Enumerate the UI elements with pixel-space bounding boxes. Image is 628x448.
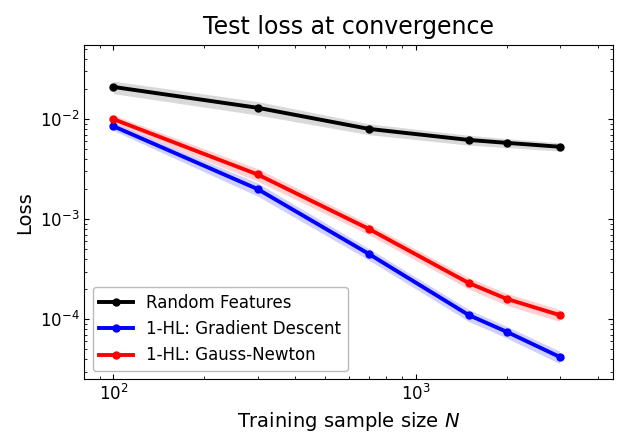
Line: 1-HL: Gauss-Newton: 1-HL: Gauss-Newton	[110, 116, 563, 319]
Random Features	[503, 140, 511, 146]
Random Features	[556, 144, 563, 150]
Title: Test loss at convergence: Test loss at convergence	[203, 15, 494, 39]
1-HL: Gradient Descent: (300, 0.002): Gradient Descent: (300, 0.002)	[254, 186, 261, 192]
Y-axis label: Loss: Loss	[15, 191, 34, 234]
1-HL: Gauss-Newton: (3e+03, 0.00011): Gauss-Newton: (3e+03, 0.00011)	[556, 312, 563, 318]
Line: Random Features: Random Features	[110, 83, 563, 150]
1-HL: Gradient Descent: (700, 0.00045): Gradient Descent: (700, 0.00045)	[365, 251, 372, 257]
Random Features	[465, 137, 473, 142]
X-axis label: Training sample size $N$: Training sample size $N$	[237, 410, 460, 433]
1-HL: Gradient Descent: (3e+03, 4.2e-05): Gradient Descent: (3e+03, 4.2e-05)	[556, 354, 563, 360]
1-HL: Gradient Descent: (2e+03, 7.5e-05): Gradient Descent: (2e+03, 7.5e-05)	[503, 329, 511, 335]
Legend: Random Features, 1-HL: Gradient Descent, 1-HL: Gauss-Newton: Random Features, 1-HL: Gradient Descent,…	[92, 287, 347, 371]
Random Features	[365, 126, 372, 132]
1-HL: Gauss-Newton: (1.5e+03, 0.00023): Gauss-Newton: (1.5e+03, 0.00023)	[465, 280, 473, 286]
1-HL: Gradient Descent: (100, 0.0085): Gradient Descent: (100, 0.0085)	[110, 124, 117, 129]
Line: 1-HL: Gradient Descent: 1-HL: Gradient Descent	[110, 123, 563, 360]
1-HL: Gauss-Newton: (100, 0.01): Gauss-Newton: (100, 0.01)	[110, 116, 117, 122]
Random Features	[254, 105, 261, 111]
1-HL: Gauss-Newton: (300, 0.0028): Gauss-Newton: (300, 0.0028)	[254, 172, 261, 177]
1-HL: Gauss-Newton: (700, 0.0008): Gauss-Newton: (700, 0.0008)	[365, 226, 372, 232]
1-HL: Gauss-Newton: (2e+03, 0.00016): Gauss-Newton: (2e+03, 0.00016)	[503, 296, 511, 302]
Random Features	[110, 84, 117, 90]
1-HL: Gradient Descent: (1.5e+03, 0.00011): Gradient Descent: (1.5e+03, 0.00011)	[465, 312, 473, 318]
